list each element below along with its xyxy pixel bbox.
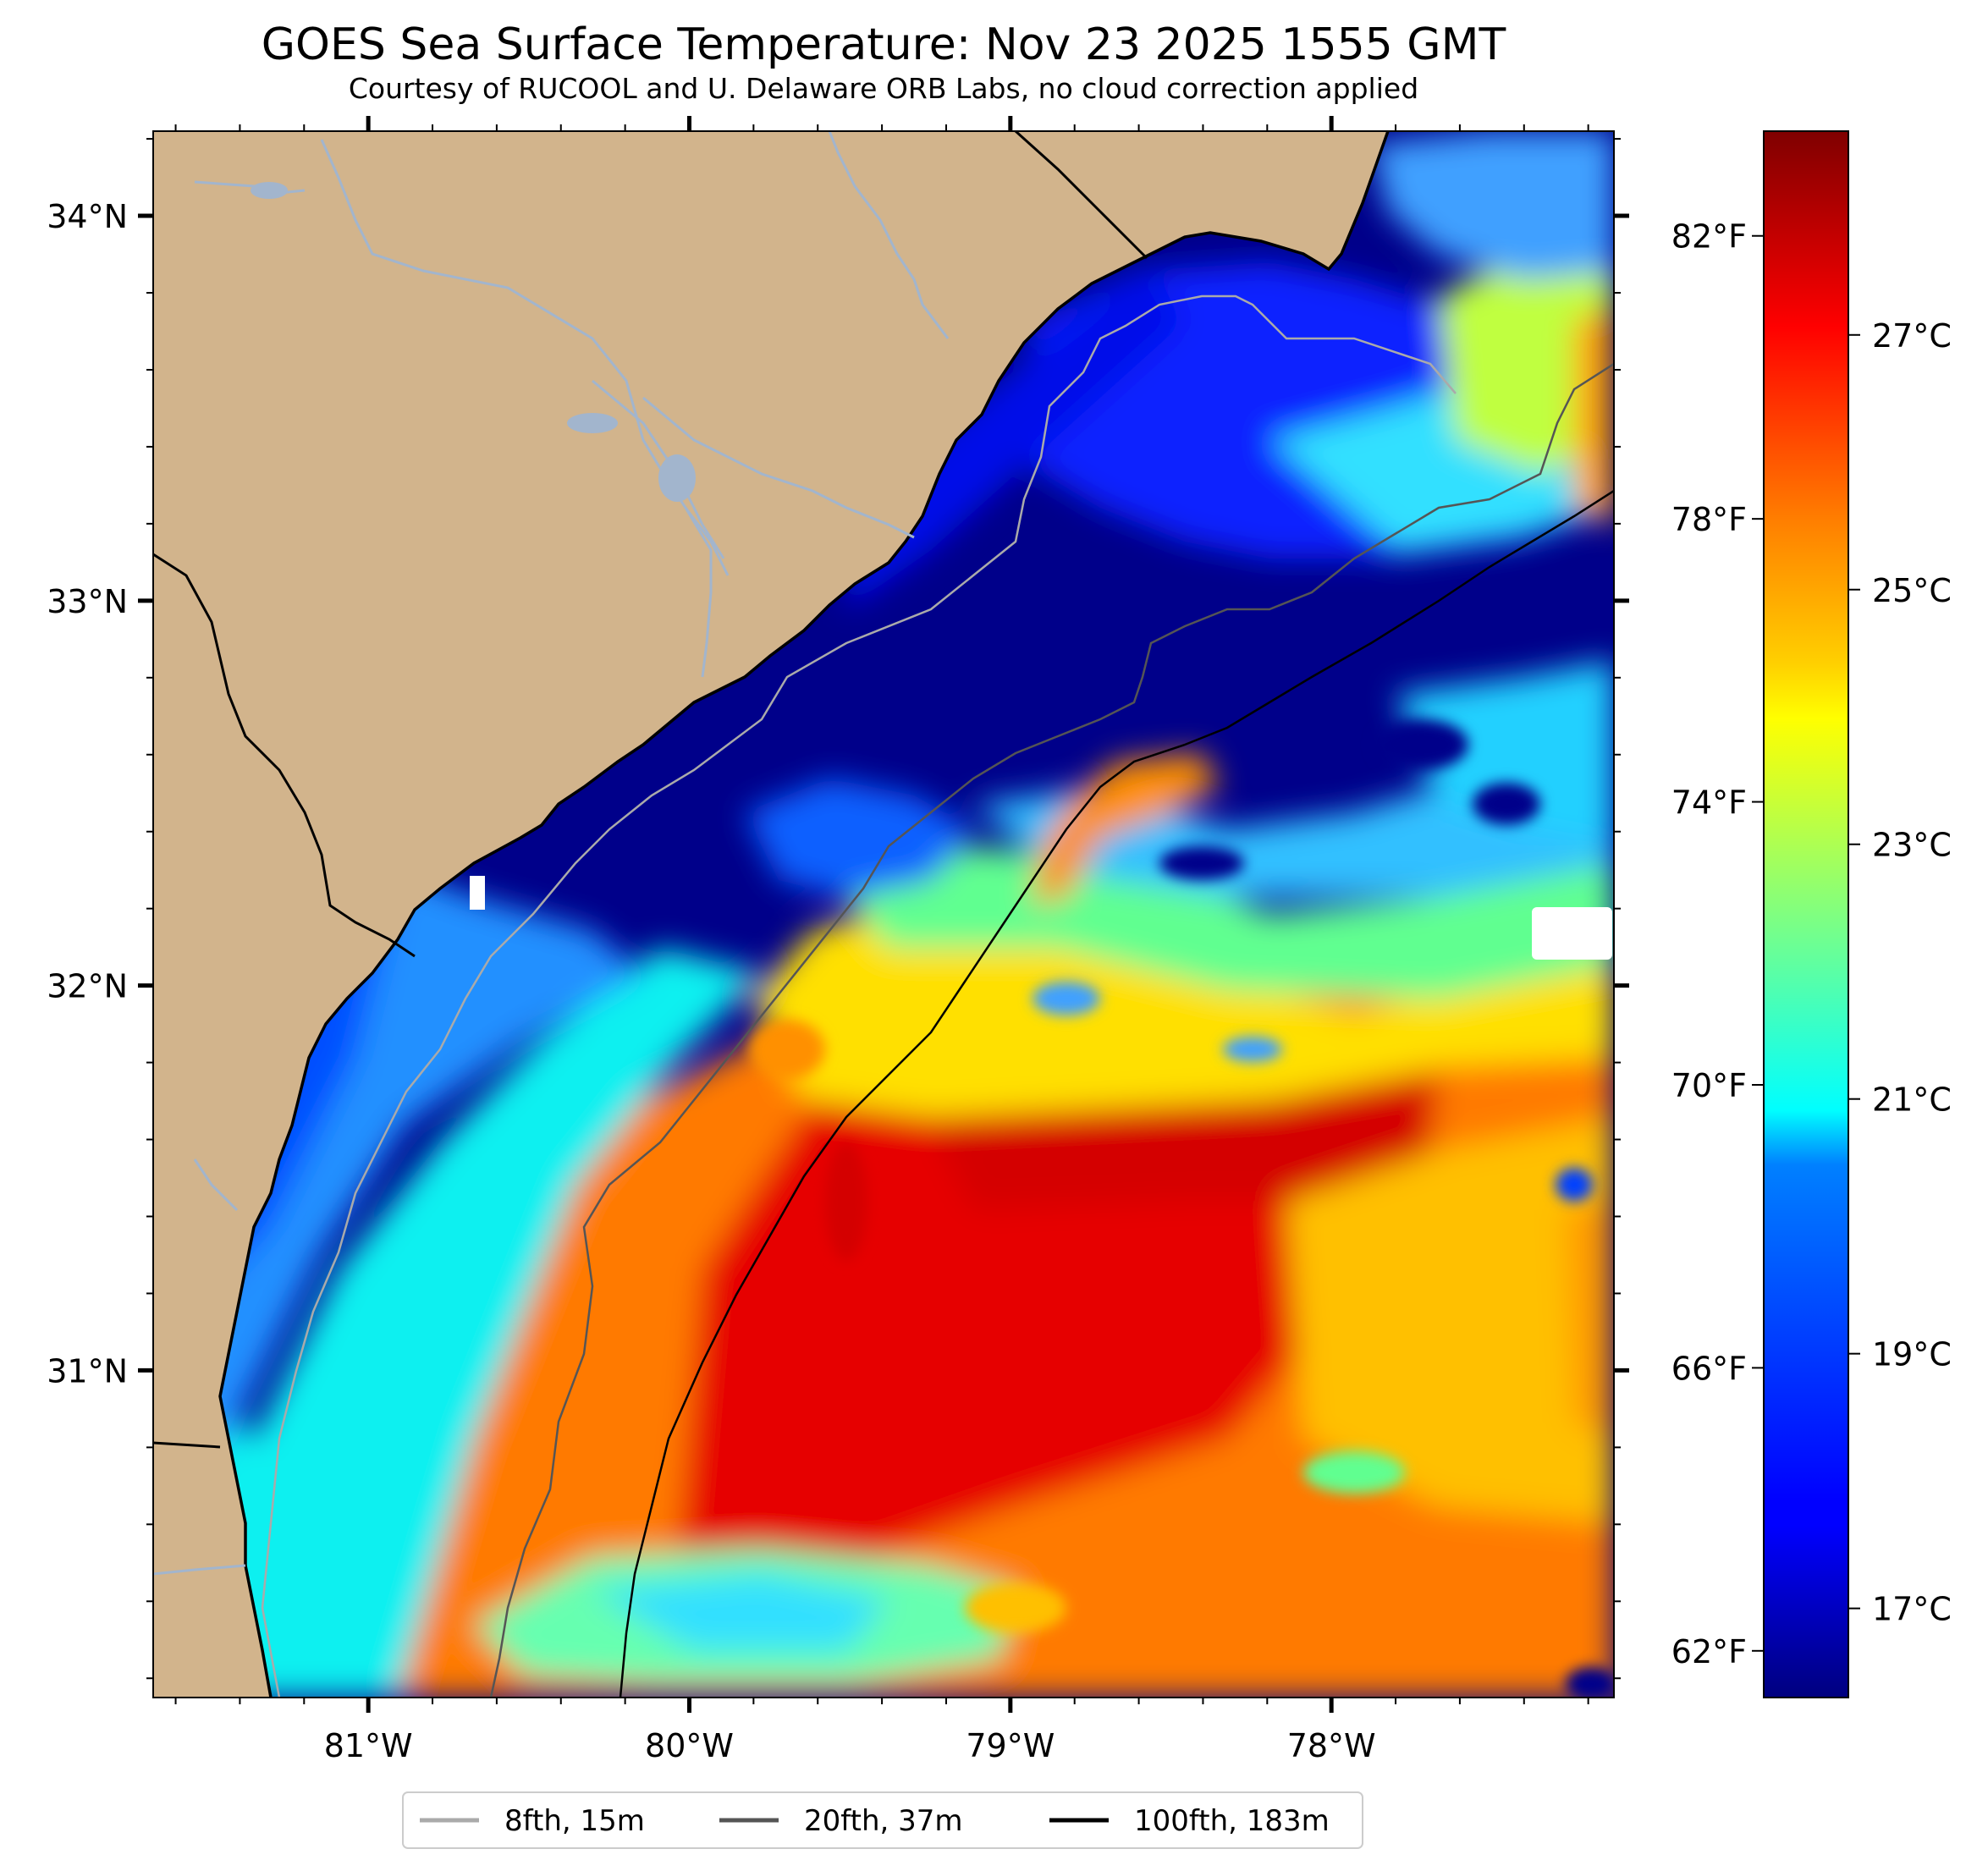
sst-patch [1223,1037,1282,1062]
sst-shelf-blue [846,271,1185,609]
sst-patch [825,1142,867,1261]
sst-map [153,131,1614,1698]
isobath-legend: 8fth, 15m 20fth, 37m 100fth, 183m [402,1791,1363,1849]
no-data-patch [1532,907,1612,960]
fahrenheit-tick-label: 62°F [1671,1633,1747,1670]
lon-tick-label: 79°W [966,1727,1055,1764]
lon-tick-label: 81°W [324,1727,413,1764]
sst-east-yellow [1286,1117,1614,1523]
celsius-tick-label: 21°C [1872,1081,1952,1119]
legend-label: 20fth, 37m [804,1804,963,1838]
sst-hot-core-2 [931,1075,1439,1210]
lake [658,454,696,502]
lon-tick-label: 78°W [1287,1727,1376,1764]
chart-title: GOES Sea Surface Temperature: Nov 23 202… [262,19,1506,70]
sst-patch [1473,783,1540,825]
fahrenheit-tick-label: 70°F [1671,1067,1747,1104]
lat-tick-label: 34°N [47,198,128,235]
land-area [153,131,1388,1698]
legend-label: 100fth, 183m [1134,1804,1330,1838]
map-frame [152,130,1615,1698]
lon-tick-label: 80°W [645,1727,734,1764]
sst-detail-patches [749,719,1614,1698]
lat-tick-label: 31°N [47,1352,128,1389]
colorbar-gradient [1763,130,1849,1698]
legend-label: 8fth, 15m [504,1804,645,1838]
chart-subtitle: Courtesy of RUCOOL and U. Delaware ORB L… [349,72,1418,105]
legend-frame [402,1791,1363,1849]
celsius-tick-label: 27°C [1872,317,1952,355]
river [193,1158,239,1212]
sst-patch [1159,846,1244,880]
sst-patch [965,1582,1066,1633]
sst-patch [1566,1667,1614,1698]
sst-patch [1556,1168,1593,1202]
sst-south-cool-band-2 [592,1574,889,1650]
fahrenheit-tick-label: 78°F [1671,501,1747,538]
river-lakes [251,182,696,502]
no-data-patch [470,876,485,910]
lake [567,413,618,433]
fahrenheit-tick-label: 66°F [1671,1350,1747,1387]
sst-north-yellow [1439,220,1614,474]
sst-midshelf-patches [745,779,973,897]
sst-front-band [753,897,1614,1117]
celsius-tick-label: 19°C [1872,1336,1952,1373]
lat-tick-label: 32°N [47,968,128,1005]
sst-patch [1303,1451,1405,1494]
sst-north-ne [1371,131,1614,279]
rivers [153,131,950,1576]
sst-patch [1033,982,1100,1015]
state-border-ga-sc [153,553,416,958]
state-border-ga-fl [153,1441,221,1449]
celsius-tick-label: 23°C [1872,827,1952,864]
sst-east-orange [1566,1202,1614,1439]
isobath-8fth [261,294,1457,1698]
sst-patch [1375,719,1468,770]
colorbar-ticks: 17°C 19°C 21°C 23°C 25°C 27°C 62°F 66°F 70°F 74°F… [1671,218,1952,1670]
sst-east-patches [1396,660,1614,846]
state-border-nc-sc [1014,131,1148,260]
fahrenheit-tick-label: 74°F [1671,784,1747,822]
legend-items: 8fth, 15m 20fth, 37m 100fth, 183m [420,1804,1330,1838]
coastline [218,131,1390,1698]
river [684,507,713,678]
river [828,131,950,339]
river [642,396,915,539]
celsius-tick-label: 17°C [1872,1591,1952,1628]
lat-tick-label: 33°N [47,583,128,620]
sst-nearshore-cyan [153,948,762,1698]
isobaths [261,294,1614,1698]
colorbar: 17°C 19°C 21°C 23°C 25°C 27°C 62°F 66°F 70°F 74°F… [1671,130,1952,1698]
map-axes: 81°W 80°W 79°W 78°W 34°N 33°N 32°N 31°N [47,116,1629,1764]
isobath-100fth [619,489,1614,1698]
river [153,1564,246,1576]
celsius-tick-label: 25°C [1872,572,1952,609]
sst-north-orange [1574,305,1614,525]
sst-warm-tongue [1033,753,1219,905]
lake [251,182,288,199]
sst-patch [749,1020,825,1079]
isobath-20fth [489,362,1614,1698]
state-borders [153,131,1148,1449]
fahrenheit-tick-label: 82°F [1671,218,1747,256]
